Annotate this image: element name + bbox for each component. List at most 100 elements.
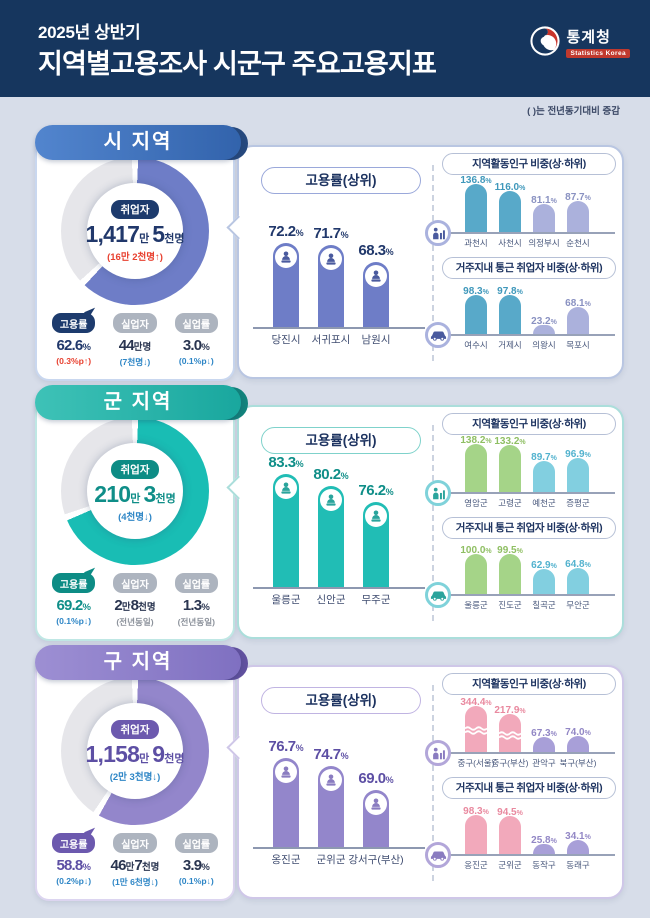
mini-chart-label: 동작구 [532, 860, 556, 870]
stat-value: 2만8천명 [114, 597, 156, 614]
logo-subname: Statistics Korea [566, 49, 630, 58]
mini-chart-axis [445, 334, 615, 336]
employment-top-bar [273, 758, 299, 847]
logo-name: 통계청 [566, 29, 611, 46]
stat-value: 69.2% [56, 597, 91, 614]
car-icon [425, 322, 451, 348]
stat-change: (0.1%p↓) [56, 616, 92, 626]
mini-chart-label: 동래구 [566, 860, 590, 870]
employed-change: (16만 2천명↑) [107, 251, 163, 263]
stat-change: (0.1%p↓) [178, 876, 214, 886]
mini-chart-value: 89.7% [531, 452, 557, 463]
employment-top-label: 울릉군 [271, 594, 301, 606]
panel-title-banner: 군 지역 [35, 385, 241, 420]
person-icon [320, 248, 342, 270]
mini-chart-bar [499, 445, 521, 492]
dashed-separator [432, 425, 434, 621]
employed-badge: 취업자 [110, 459, 160, 479]
stat-change: (전년동일) [177, 617, 215, 627]
stat-label-badge: 실업률 [174, 833, 219, 853]
mini-chart-bar [498, 714, 522, 752]
stat-value: 58.8% [56, 857, 91, 874]
stat-unemployed: 실업자 44만명 (7천명↓) [104, 313, 165, 368]
employed-badge: 취업자 [110, 199, 160, 219]
mini-chart-label: 군위군 [498, 860, 522, 870]
employment-top-label: 서귀포시 [311, 334, 351, 346]
mini-chart-bar [465, 444, 487, 492]
stat-change: (전년동일) [116, 617, 154, 627]
person-icon [365, 265, 387, 287]
car-icon [425, 582, 451, 608]
summary-card: 취업자 210만 3천명 (4천명↓) 고용률 69.2% (0.1%p↓) 실업자 2만8천… [35, 399, 235, 641]
mini-chart-bar [567, 568, 589, 594]
mini-chart-label: 예천군 [532, 498, 556, 508]
mini-chart-bar [499, 816, 521, 854]
mini-chart-value: 99.5% [497, 545, 523, 556]
mini-chart-axis [445, 492, 615, 494]
statistics-korea-logo: 통계청 Statistics Korea [530, 26, 630, 61]
mini-chart-value: 94.5% [497, 807, 523, 818]
axis-break-wave [464, 722, 488, 735]
mini-chart-label: 진도군 [498, 600, 522, 610]
mini-chart-bar [465, 184, 487, 232]
employment-top-value: 69.0% [358, 770, 394, 787]
charts-card: 고용률(상위) 83.3% 울릉군 80.2% 신안군 76.2% 무주군 지역활동인구 비중… [226, 405, 624, 639]
mini-chart-bar [465, 295, 487, 334]
mini-chart-label: 여수시 [464, 340, 488, 350]
donut-center: 취업자 1,417만 5천명 (16만 2천명↑) [86, 183, 185, 279]
mini-chart-axis [445, 752, 615, 754]
mini-chart-bar [533, 569, 555, 594]
mini-chart-value: 133.2% [494, 436, 526, 447]
employed-value: 210만 3천명 [94, 480, 176, 507]
header: 2025년 상반기 지역별고용조사 시군구 주요고용지표 통계청 Statist… [0, 0, 650, 97]
panel-si: 시 지역 취업자 1,417만 5천명 (16만 2천명↑) 고용률 62.6% (0.3%… [0, 125, 650, 381]
employment-top-bar [363, 502, 389, 587]
mini-chart-bar [499, 191, 521, 232]
charts-card: 고용률(상위) 72.2% 당진시 71.7% 서귀포시 68.3% 남원시 지역활동인구 비… [226, 145, 624, 379]
employment-top-label: 군위군 [316, 854, 346, 866]
employment-rate-donut-chart: 취업자 210만 3천명 (4천명↓) [61, 417, 209, 565]
stat-label-badge: 고용률 [51, 313, 96, 333]
employment-top-chart-title: 고용률(상위) [261, 427, 421, 454]
person-icon [365, 793, 387, 815]
panel-gu: 구 지역 취업자 1,158만 9천명 (2만 3천명↓) 고용률 58.8% (0.2%p… [0, 645, 650, 901]
mini-chart-bar [533, 844, 555, 854]
stat-unemployment-rate: 실업률 3.9% (0.1%p↓) [166, 833, 227, 888]
panel-gun: 군 지역 취업자 210만 3천명 (4천명↓) 고용률 69.2% (0.1%p↓) 실업자… [0, 385, 650, 641]
employment-top-label: 남원시 [361, 334, 391, 346]
mini-chart-label: 의정부시 [528, 238, 560, 248]
stat-label-badge: 실업률 [174, 573, 219, 593]
page-title: 지역별고용조사 시군구 주요고용지표 [38, 49, 437, 79]
mini-chart-label: 중구(부산) [491, 758, 529, 768]
mini-chart-label: 증평군 [566, 498, 590, 508]
axis-break-wave [498, 727, 522, 740]
person-city-icon [425, 480, 451, 506]
footnote: ( )는 전년동기대비 증감 [527, 106, 620, 117]
employed-badge: 취업자 [110, 719, 160, 739]
mini-chart-value: 64.8% [565, 559, 591, 570]
mini-chart-label: 관악구 [532, 758, 556, 768]
stat-change: (0.1%p↓) [178, 356, 214, 366]
mini-chart-value: 74.0% [565, 727, 591, 738]
dashed-separator [432, 165, 434, 361]
stat-label-badge: 고용률 [51, 833, 96, 853]
stat-change: (1만 6천명↓) [112, 877, 158, 887]
employment-top-label: 강서구(부산) [348, 854, 404, 866]
mini-chart-value: 217.9% [494, 705, 526, 716]
mini-chart-label: 과천시 [464, 238, 488, 248]
car-icon [425, 842, 451, 868]
employment-top-label: 신안군 [316, 594, 346, 606]
employment-top-bar [318, 245, 344, 327]
person-icon [275, 246, 297, 268]
person-city-icon [425, 740, 451, 766]
stat-label-badge: 고용률 [51, 573, 96, 593]
summary-stats-row: 고용률 62.6% (0.3%p↑) 실업자 44만명 (7천명↓) 실업률 3.0% (0.1… [43, 313, 227, 368]
employed-change: (2만 3천명↓) [109, 771, 161, 783]
person-icon [275, 761, 297, 783]
mini-chart-bar [533, 325, 555, 334]
person-icon [320, 769, 342, 791]
commute-worker-chart-title: 거주지내 통근 취업자 비중(상·하위) [442, 517, 616, 539]
mini-chart-label: 목포시 [566, 340, 590, 350]
employed-change: (4천명↓) [118, 511, 152, 523]
stat-unemployed: 실업자 46만7천명 (1만 6천명↓) [104, 833, 165, 888]
